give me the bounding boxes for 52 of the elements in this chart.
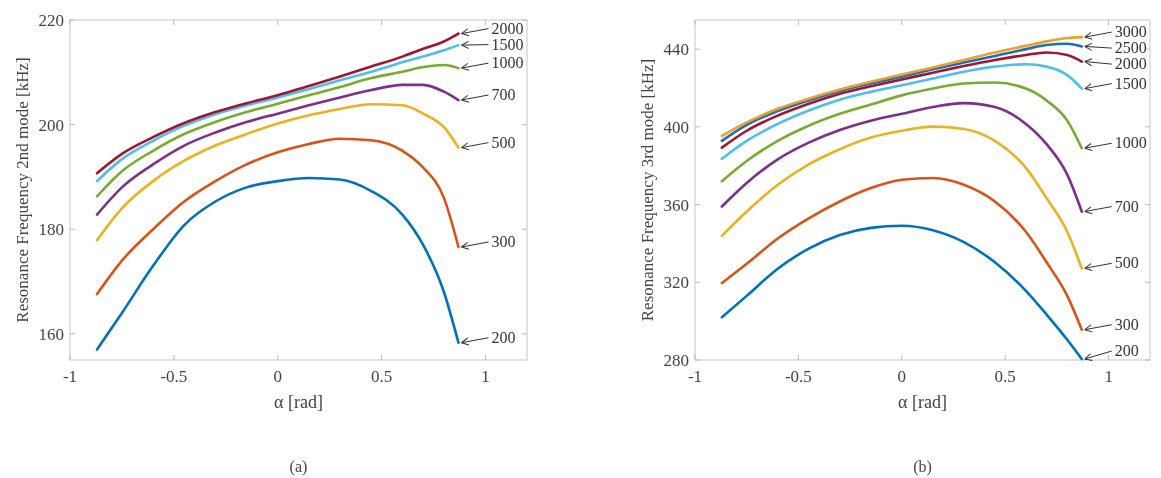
text: 3000 xyxy=(1114,23,1147,41)
y-tick-label: 180 xyxy=(38,220,64,240)
x-tick-label: -1 xyxy=(687,367,703,386)
x-tick-label: 0.5 xyxy=(370,367,393,386)
y-tick-label: 440 xyxy=(663,40,689,60)
y-tick-label: 160 xyxy=(38,324,64,344)
x-tick-label: -1 xyxy=(62,367,78,386)
x-axis-title: α [rad] xyxy=(898,392,947,412)
x-tick-label: -0.5 xyxy=(160,367,188,386)
text: 500 xyxy=(1114,254,1139,272)
text: 200 xyxy=(491,328,516,346)
y-tick-label: 360 xyxy=(663,195,689,215)
line-series xyxy=(95,176,460,351)
y-axis-title: Resonance Frequency 2nd mode [kHz] xyxy=(13,57,32,323)
y-tick-label: 320 xyxy=(663,273,689,293)
text: 1500 xyxy=(1114,74,1147,92)
x-tick-label: -0.5 xyxy=(784,367,812,386)
y-tick-label: 280 xyxy=(663,351,689,370)
text: 2000 xyxy=(491,19,524,37)
text: 500 xyxy=(491,133,516,151)
text: 700 xyxy=(1114,197,1139,215)
line-series xyxy=(720,81,1084,183)
x-tick-label: 1 xyxy=(481,367,490,386)
line-series xyxy=(720,101,1084,213)
line-series xyxy=(95,102,460,242)
text: 1500 xyxy=(491,35,524,53)
y-tick-label: 220 xyxy=(38,11,64,30)
y-axis-title: Resonance Frequency 3rd mode [kHz] xyxy=(638,58,657,322)
x-tick-label: 0 xyxy=(897,367,907,386)
x-tick-label: 1 xyxy=(1104,367,1113,386)
line-series xyxy=(720,224,1084,361)
line-series xyxy=(95,63,460,198)
text: (b) xyxy=(913,458,932,476)
text: 300 xyxy=(1114,315,1139,333)
x-axis-title: α [rad] xyxy=(274,392,323,412)
text: (a) xyxy=(289,458,308,476)
y-tick-label: 400 xyxy=(663,117,689,137)
line-series xyxy=(720,125,1084,270)
line-series xyxy=(95,83,460,216)
text: 700 xyxy=(491,86,516,104)
text: 2500 xyxy=(1114,39,1147,57)
text: 1000 xyxy=(1114,134,1147,152)
text: 1000 xyxy=(491,54,524,72)
y-tick-label: 200 xyxy=(38,115,64,135)
x-tick-label: 0 xyxy=(273,367,282,386)
x-tick-label: 0.5 xyxy=(994,367,1016,386)
text: 200 xyxy=(1114,342,1139,359)
text: 300 xyxy=(491,233,516,251)
text: 2000 xyxy=(1114,55,1147,73)
line-series xyxy=(720,63,1084,161)
line-series xyxy=(720,176,1084,331)
line-series xyxy=(95,137,460,296)
